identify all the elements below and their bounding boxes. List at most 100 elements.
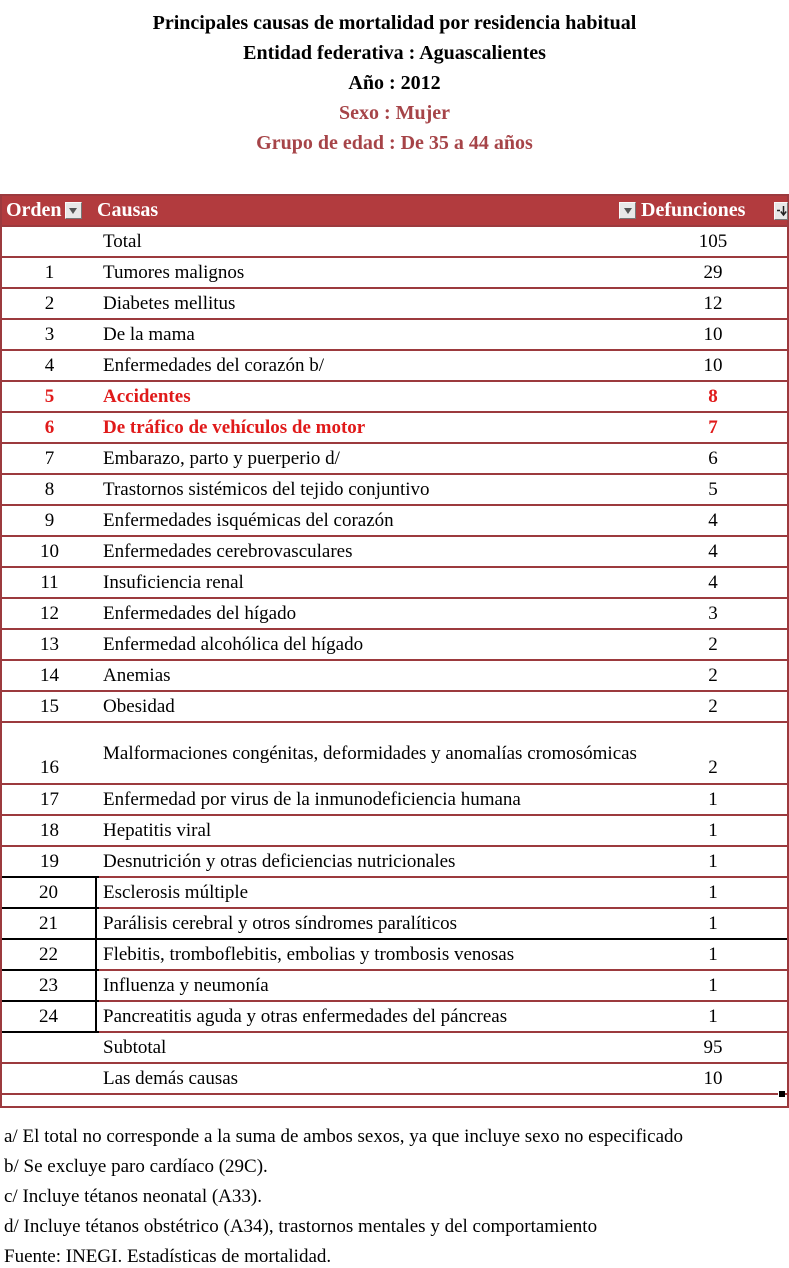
table-row: 6 De tráfico de vehículos de motor 7 bbox=[2, 413, 787, 444]
filter-dropdown-icon[interactable] bbox=[64, 202, 82, 219]
defunciones-cell[interactable]: 8 bbox=[708, 385, 718, 407]
causa-cell[interactable]: Total bbox=[103, 230, 142, 252]
footnotes: a/ El total no corresponde a la suma de … bbox=[0, 1122, 789, 1268]
orden-cell[interactable]: 2 bbox=[44, 292, 55, 314]
defunciones-cell[interactable]: 10 bbox=[703, 1067, 723, 1089]
orden-cell[interactable]: 18 bbox=[40, 819, 59, 841]
defunciones-cell[interactable]: 5 bbox=[708, 478, 718, 500]
causa-cell[interactable]: Las demás causas bbox=[103, 1067, 239, 1089]
causa-cell[interactable]: De la mama bbox=[103, 323, 195, 345]
orden-cell[interactable]: 24 bbox=[2, 1002, 97, 1031]
orden-cell[interactable]: 22 bbox=[2, 940, 97, 969]
defunciones-cell[interactable]: 2 bbox=[708, 757, 718, 778]
causa-cell[interactable]: Subtotal bbox=[103, 1036, 167, 1058]
orden-cell[interactable]: 17 bbox=[40, 788, 59, 810]
defunciones-cell[interactable]: 1 bbox=[708, 1005, 718, 1027]
causa-cell[interactable]: Insuficiencia renal bbox=[103, 571, 244, 593]
causa-cell[interactable]: Enfermedades isquémicas del corazón bbox=[103, 509, 394, 531]
defunciones-cell[interactable]: 12 bbox=[703, 292, 723, 314]
table-row: 4 Enfermedades del corazón b/ 10 bbox=[2, 351, 787, 382]
table-row: 5 Accidentes 8 bbox=[2, 382, 787, 413]
causa-cell[interactable]: Enfermedad por virus de la inmunodeficie… bbox=[103, 788, 521, 810]
causa-cell[interactable]: Esclerosis múltiple bbox=[103, 881, 249, 903]
table-row: 12 Enfermedades del hígado 3 bbox=[2, 599, 787, 630]
defunciones-cell[interactable]: 10 bbox=[703, 354, 723, 376]
orden-cell[interactable] bbox=[2, 227, 97, 256]
orden-cell[interactable]: 7 bbox=[44, 447, 55, 469]
orden-cell[interactable]: 19 bbox=[40, 850, 59, 872]
orden-cell[interactable]: 1 bbox=[44, 261, 55, 283]
sort-descending-icon[interactable] bbox=[774, 201, 788, 220]
causa-cell[interactable]: Enfermedad alcohólica del hígado bbox=[103, 633, 364, 655]
causa-cell[interactable]: Pancreatitis aguda y otras enfermedades … bbox=[103, 1005, 508, 1027]
selection-fill-handle[interactable] bbox=[778, 1090, 785, 1097]
orden-cell[interactable]: 5 bbox=[44, 385, 55, 407]
causas-header-label: Causas bbox=[97, 199, 159, 221]
orden-cell[interactable]: 6 bbox=[44, 416, 55, 438]
table-row: 13 Enfermedad alcohólica del hígado 2 bbox=[2, 630, 787, 661]
defunciones-cell[interactable]: 3 bbox=[708, 602, 718, 624]
table-row: Total 105 bbox=[2, 227, 787, 258]
defunciones-cell[interactable]: 1 bbox=[708, 850, 718, 872]
orden-cell[interactable]: 23 bbox=[2, 971, 97, 1000]
orden-cell[interactable]: 15 bbox=[40, 695, 59, 717]
table-row: 24 Pancreatitis aguda y otras enfermedad… bbox=[2, 1000, 787, 1033]
causa-cell[interactable]: Embarazo, parto y puerperio d/ bbox=[103, 447, 340, 469]
causa-cell[interactable]: Enfermedades del corazón b/ bbox=[103, 354, 325, 376]
orden-cell[interactable]: 21 bbox=[2, 909, 97, 938]
footnote-a: a/ El total no corresponde a la suma de … bbox=[4, 1126, 684, 1147]
orden-cell[interactable]: 14 bbox=[40, 664, 59, 686]
orden-cell[interactable]: 16 bbox=[40, 757, 59, 778]
filter-dropdown-icon[interactable] bbox=[619, 202, 636, 219]
causa-cell[interactable]: Enfermedades cerebrovasculares bbox=[103, 540, 353, 562]
causa-cell[interactable]: Malformaciones congénitas, deformidades … bbox=[103, 742, 637, 764]
causa-cell[interactable]: Flebitis, tromboflebitis, embolias y tro… bbox=[103, 943, 515, 965]
causa-cell[interactable]: Tumores malignos bbox=[103, 261, 245, 283]
source-line: Fuente: INEGI. Estadísticas de mortalida… bbox=[4, 1246, 332, 1267]
orden-cell[interactable]: 12 bbox=[40, 602, 59, 624]
defunciones-cell[interactable]: 1 bbox=[708, 974, 718, 996]
causa-cell[interactable]: Influenza y neumonía bbox=[103, 974, 269, 996]
orden-cell[interactable] bbox=[2, 1064, 97, 1093]
causa-cell[interactable]: Diabetes mellitus bbox=[103, 292, 236, 314]
defunciones-cell[interactable]: 4 bbox=[708, 509, 718, 531]
causa-cell[interactable]: De tráfico de vehículos de motor bbox=[103, 416, 366, 438]
orden-cell[interactable]: 8 bbox=[44, 478, 55, 500]
causa-cell[interactable]: Anemias bbox=[103, 664, 171, 686]
orden-cell[interactable]: 11 bbox=[40, 571, 59, 593]
causa-cell[interactable]: Hepatitis viral bbox=[103, 819, 212, 841]
defunciones-cell[interactable]: 6 bbox=[708, 447, 718, 469]
causa-cell[interactable]: Accidentes bbox=[103, 385, 191, 407]
table-row: Las demás causas 10 bbox=[2, 1064, 787, 1095]
table-row: 21 Parálisis cerebral y otros síndromes … bbox=[2, 907, 787, 940]
defunciones-cell[interactable]: 1 bbox=[708, 912, 718, 934]
defunciones-cell[interactable]: 2 bbox=[708, 633, 718, 655]
defunciones-cell[interactable]: 2 bbox=[708, 695, 718, 717]
defunciones-cell[interactable]: 1 bbox=[708, 819, 718, 841]
causa-cell[interactable]: Parálisis cerebral y otros síndromes par… bbox=[103, 912, 458, 934]
orden-cell[interactable]: 4 bbox=[44, 354, 55, 376]
defunciones-cell[interactable]: 7 bbox=[708, 416, 718, 438]
orden-cell[interactable]: 10 bbox=[40, 540, 59, 562]
sort-arrow-glyph bbox=[776, 205, 787, 216]
defunciones-cell[interactable]: 10 bbox=[703, 323, 723, 345]
defunciones-cell[interactable]: 95 bbox=[703, 1036, 723, 1058]
defunciones-cell[interactable]: 1 bbox=[708, 943, 718, 965]
defunciones-cell[interactable]: 1 bbox=[708, 788, 718, 810]
orden-cell[interactable]: 13 bbox=[40, 633, 59, 655]
causa-cell[interactable]: Desnutrición y otras deficiencias nutric… bbox=[103, 850, 456, 872]
causa-cell[interactable]: Enfermedades del hígado bbox=[103, 602, 297, 624]
orden-cell[interactable]: 3 bbox=[44, 323, 55, 345]
orden-cell[interactable]: 9 bbox=[44, 509, 55, 531]
orden-cell[interactable] bbox=[2, 1033, 97, 1062]
defunciones-cell[interactable]: 4 bbox=[708, 540, 718, 562]
orden-cell[interactable]: 20 bbox=[2, 878, 97, 907]
defunciones-cell[interactable]: 4 bbox=[708, 571, 718, 593]
defunciones-cell[interactable]: 29 bbox=[703, 261, 723, 283]
defunciones-cell[interactable]: 2 bbox=[708, 664, 718, 686]
causa-cell[interactable]: Obesidad bbox=[103, 695, 175, 717]
table-row: 8 Trastornos sistémicos del tejido conju… bbox=[2, 475, 787, 506]
causa-cell[interactable]: Trastornos sistémicos del tejido conjunt… bbox=[103, 478, 430, 500]
defunciones-cell[interactable]: 1 bbox=[708, 881, 718, 903]
defunciones-cell[interactable]: 105 bbox=[698, 230, 728, 252]
